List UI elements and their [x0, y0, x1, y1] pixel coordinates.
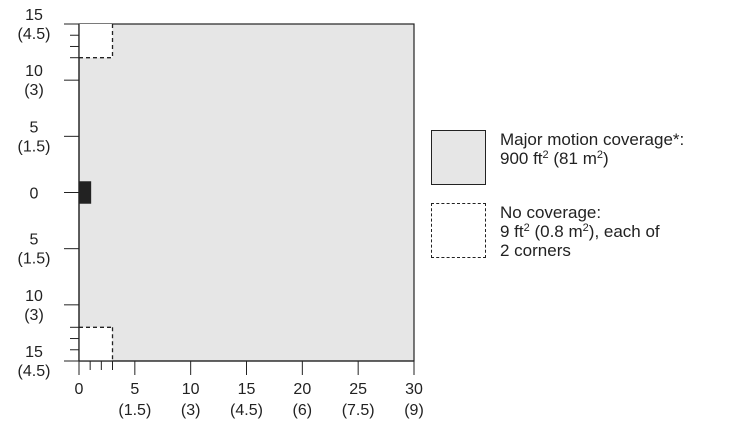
x-tick-label-ft: 5 [130, 381, 139, 398]
y-tick-label-m: (3) [24, 82, 44, 99]
y-tick-label-ft: 10 [25, 63, 43, 80]
legend-no-coverage-text: No coverage: 9 ft2 (0.8 m2), each of 2 c… [500, 203, 740, 260]
legend-coverage-swatch [431, 130, 486, 185]
y-tick-label-ft: 5 [30, 232, 39, 249]
y-tick-label-m: (4.5) [18, 363, 51, 380]
legend-coverage-area: 900 ft2 (81 m2) [500, 149, 609, 168]
x-tick-label-ft: 20 [293, 381, 311, 398]
y-tick-label-ft: 15 [25, 7, 43, 24]
y-tick-label-ft: 0 [30, 186, 39, 203]
sensor-icon [79, 181, 92, 204]
coverage-area [78, 23, 415, 362]
x-tick-label-m: (6) [293, 402, 313, 419]
x-tick-label-ft: 10 [182, 381, 200, 398]
x-tick-label-ft: 0 [75, 381, 84, 398]
no-coverage-corners [79, 24, 114, 361]
x-tick-label-ft: 30 [405, 381, 423, 398]
legend-no-coverage-corners: 2 corners [500, 241, 571, 260]
y-axis: 15 (4.5) 10 (3) 5 (1.5) 0 5 (1.5) 10 (3) 15 (4.5) [18, 7, 80, 380]
y-tick-label-ft: 5 [30, 119, 39, 136]
no-coverage-corner-1 [79, 24, 113, 58]
no-coverage-corner-2 [79, 327, 113, 361]
x-tick-label-m: (3) [181, 402, 201, 419]
legend-coverage-title: Major motion coverage*: [500, 130, 685, 149]
legend-no-coverage-title: No coverage: [500, 203, 602, 222]
x-tick-label-m: (9) [404, 402, 424, 419]
x-tick-label-m: (1.5) [118, 402, 151, 419]
y-tick-label-m: (4.5) [18, 26, 51, 43]
legend-coverage-text: Major motion coverage*: 900 ft2 (81 m2) [500, 130, 740, 168]
y-tick-label-ft: 10 [25, 288, 43, 305]
x-axis: 0 5 (1.5) 10 (3) 15 (4.5) 20 (6) 25 (7.5) 30 (9) [75, 360, 424, 419]
y-tick-label-m: (1.5) [18, 138, 51, 155]
legend-no-coverage-swatch [431, 203, 486, 258]
x-tick-label-m: (7.5) [342, 402, 375, 419]
x-tick-label-ft: 25 [349, 381, 367, 398]
y-tick-label-m: (1.5) [18, 251, 51, 268]
legend-no-coverage-area: 9 ft2 (0.8 m2), each of [500, 222, 660, 241]
y-tick-label-ft: 15 [25, 344, 43, 361]
x-tick-label-ft: 15 [238, 381, 256, 398]
x-tick-label-m: (4.5) [230, 402, 263, 419]
y-tick-label-m: (3) [24, 307, 44, 324]
